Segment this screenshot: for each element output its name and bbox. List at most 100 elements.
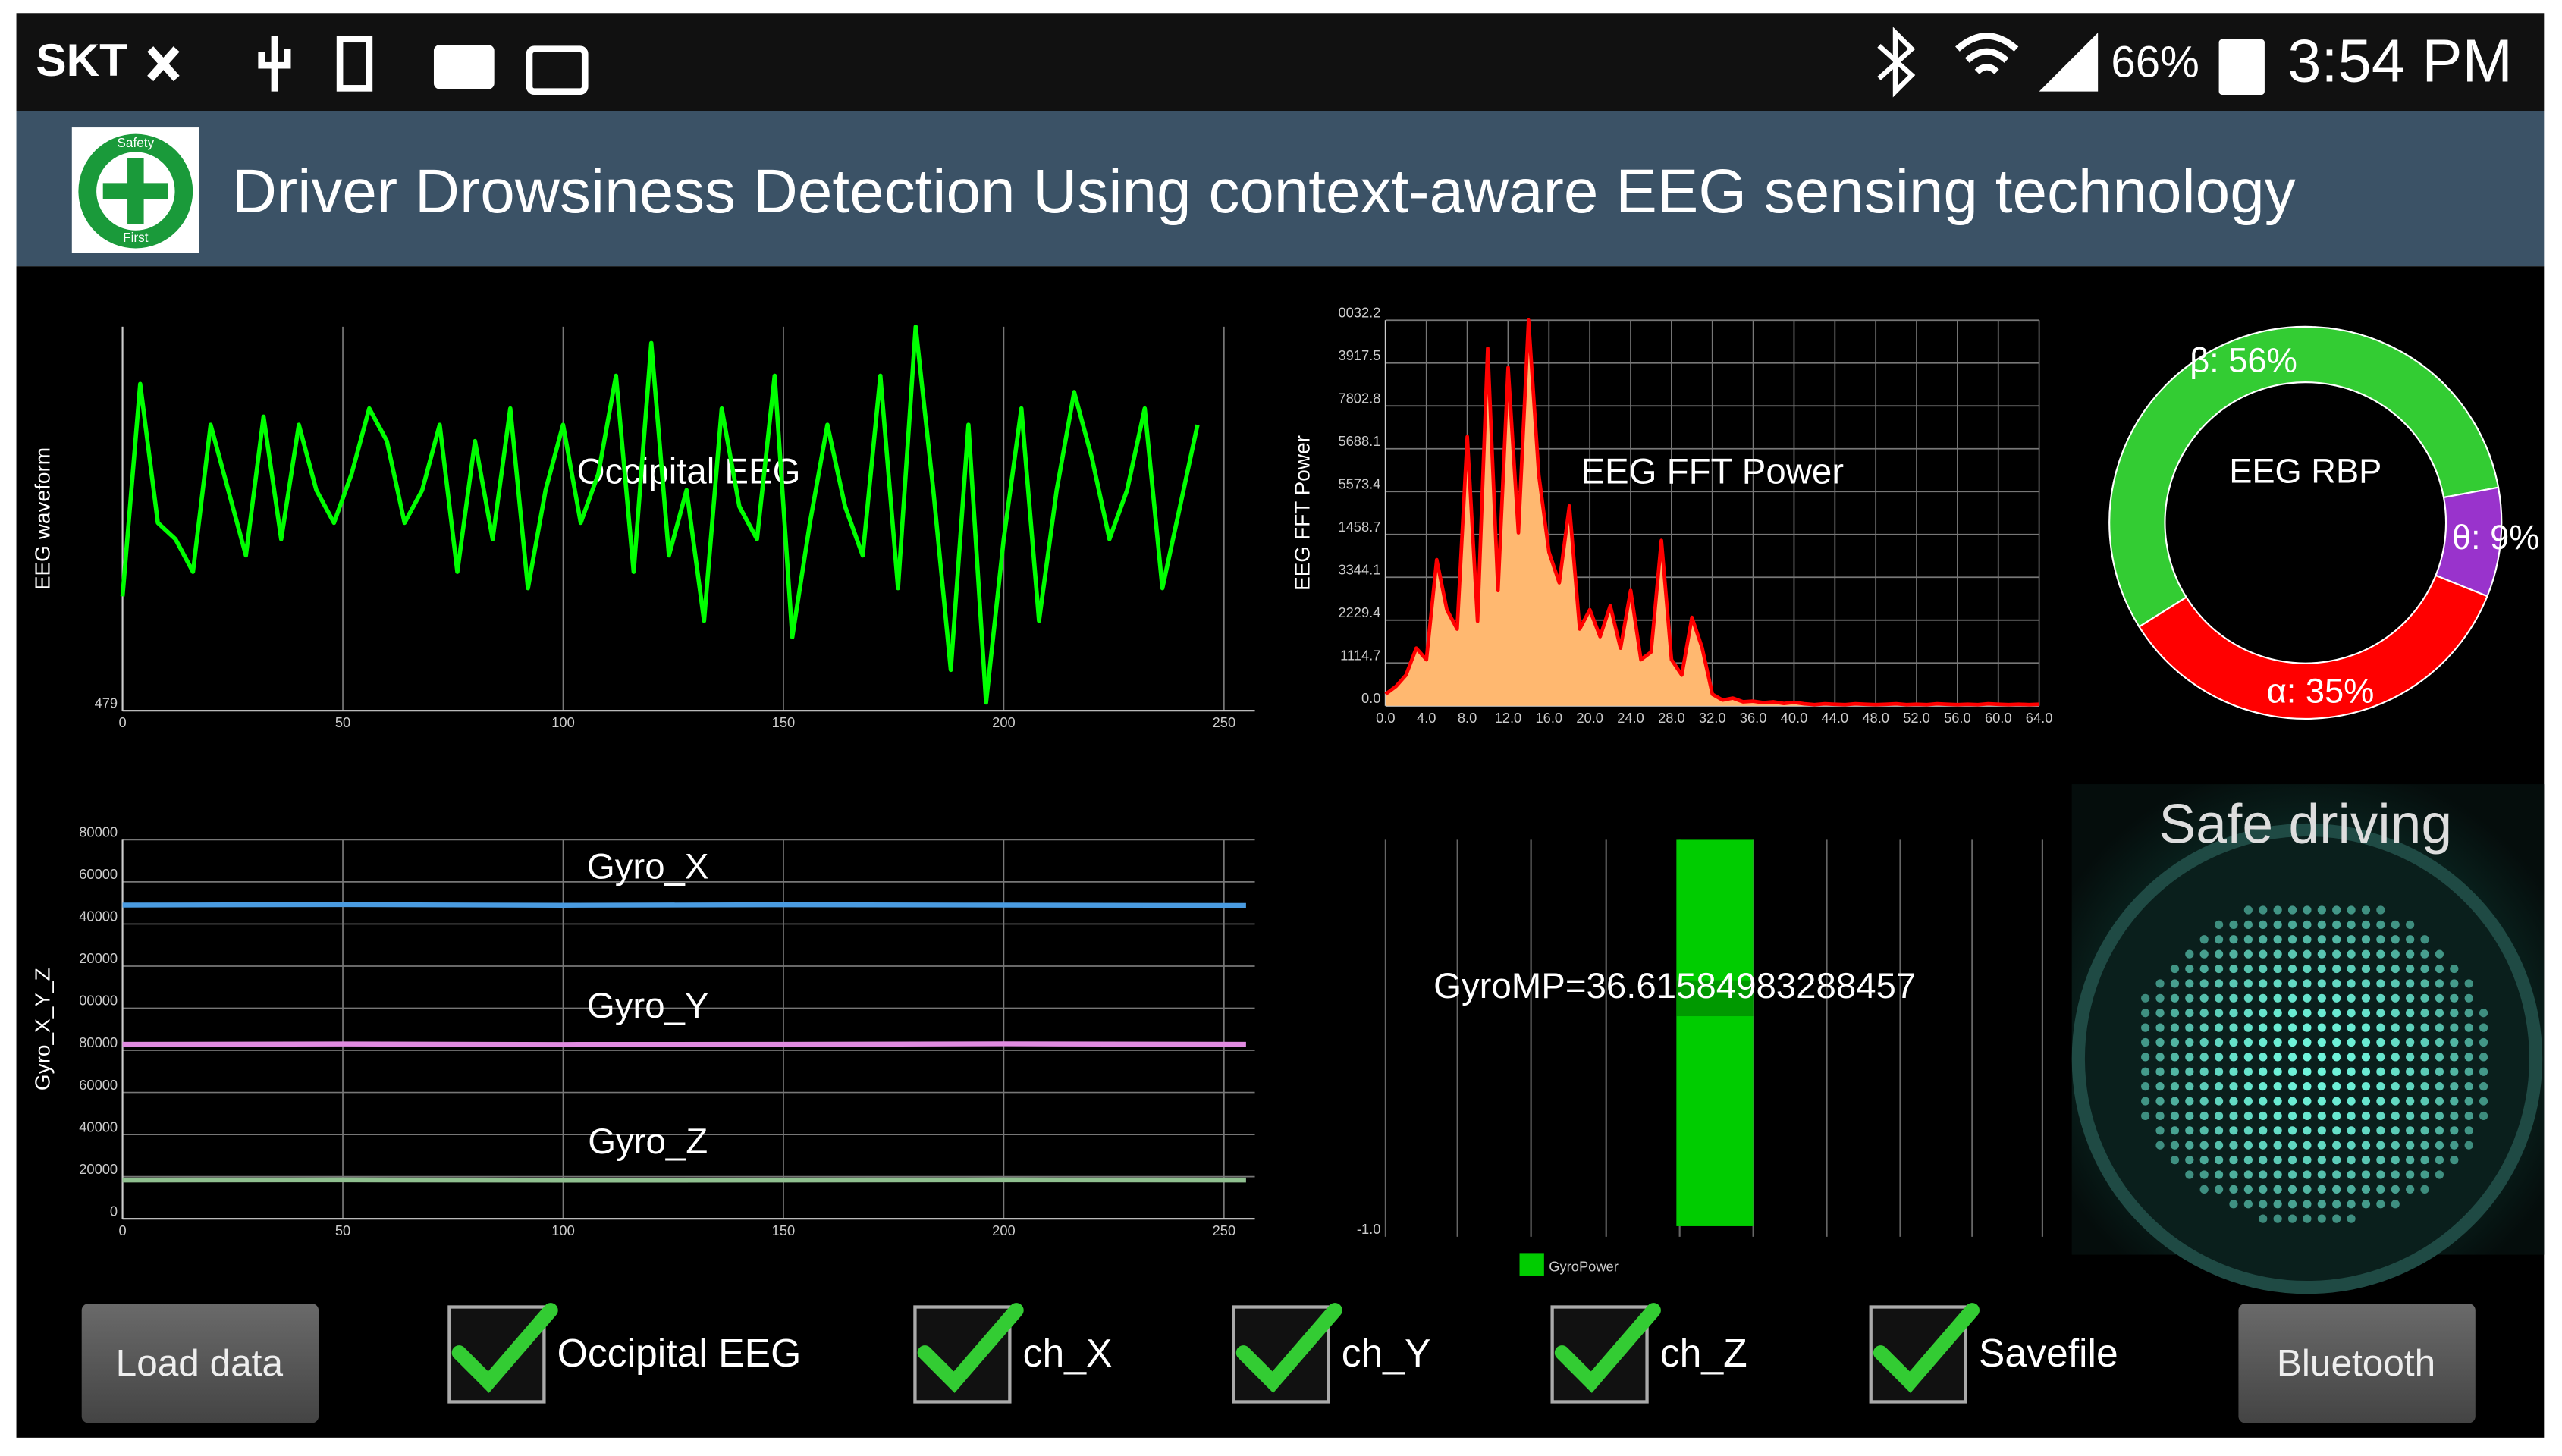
led xyxy=(2303,1126,2312,1135)
checkbox-label: ch_Y xyxy=(1342,1331,1431,1375)
x-tick-label: 20.0 xyxy=(1576,710,1603,726)
checkmark xyxy=(917,1303,1024,1393)
led xyxy=(2420,1009,2429,1018)
led xyxy=(2170,964,2180,974)
button-label: Bluetooth xyxy=(2277,1342,2435,1384)
data-line xyxy=(1384,318,2039,707)
led xyxy=(2361,920,2371,929)
led xyxy=(2214,1082,2224,1091)
y-axis-label: Gyro_X_Y_Z xyxy=(31,968,55,1090)
led xyxy=(2376,1126,2385,1135)
y-tick-label: 1114.7 xyxy=(1340,647,1380,663)
led xyxy=(2243,979,2253,988)
checkbox[interactable] xyxy=(913,1305,1012,1404)
led xyxy=(2259,935,2268,944)
x-tick-label: 0.0 xyxy=(1376,710,1395,726)
status-label: Safe driving xyxy=(2159,793,2452,855)
led xyxy=(2303,1009,2312,1018)
led xyxy=(2243,1097,2253,1106)
led xyxy=(2185,1009,2194,1018)
led xyxy=(2361,1082,2371,1091)
led xyxy=(2214,1037,2224,1047)
led xyxy=(2243,1200,2253,1209)
led xyxy=(2185,1111,2194,1121)
led xyxy=(2361,979,2371,988)
x-tick-label: 50 xyxy=(335,714,350,730)
led xyxy=(2259,1097,2268,1106)
led xyxy=(2420,993,2429,1003)
checkmark xyxy=(1554,1303,1661,1393)
led xyxy=(2214,1141,2224,1150)
led xyxy=(2229,949,2238,959)
led xyxy=(2347,935,2356,944)
led xyxy=(2141,1082,2150,1091)
led xyxy=(2170,1111,2180,1121)
led xyxy=(2229,1037,2238,1047)
led xyxy=(2406,1082,2415,1091)
led xyxy=(2361,1111,2371,1121)
led xyxy=(2391,1126,2400,1135)
led xyxy=(2361,1037,2371,1047)
led xyxy=(2287,1170,2297,1179)
led xyxy=(2420,935,2429,944)
led xyxy=(2141,1009,2150,1018)
led xyxy=(2347,1111,2356,1121)
led xyxy=(2317,949,2326,959)
led xyxy=(2317,905,2326,915)
led xyxy=(2287,1097,2297,1106)
led xyxy=(2273,1097,2282,1106)
led xyxy=(2243,1009,2253,1018)
led xyxy=(2435,1170,2444,1179)
led xyxy=(2214,1170,2224,1179)
led xyxy=(2347,964,2356,974)
title-bar xyxy=(16,111,2545,267)
led xyxy=(2243,935,2253,944)
x-tick-label: 52.0 xyxy=(1903,710,1930,726)
led xyxy=(2317,1053,2326,1062)
led xyxy=(2243,920,2253,929)
led xyxy=(2376,1141,2385,1150)
led xyxy=(2317,1200,2326,1209)
led xyxy=(2287,1067,2297,1076)
led xyxy=(2155,1037,2165,1047)
led xyxy=(2450,1111,2459,1121)
slice-label: α: 35% xyxy=(2267,672,2375,711)
led xyxy=(2406,1156,2415,1165)
led xyxy=(2347,993,2356,1003)
led xyxy=(2347,979,2356,988)
led xyxy=(2317,1156,2326,1165)
led xyxy=(2155,1126,2165,1135)
led xyxy=(2243,964,2253,974)
led xyxy=(2464,979,2473,988)
led xyxy=(2317,1141,2326,1150)
led xyxy=(2420,1067,2429,1076)
led xyxy=(2361,1170,2371,1179)
led xyxy=(2317,1170,2326,1179)
led xyxy=(2273,1037,2282,1047)
y-tick-label: 0032.2 xyxy=(1338,305,1380,321)
led xyxy=(2273,1009,2282,1018)
led xyxy=(2185,1023,2194,1032)
y-tick-label: 80000 xyxy=(79,1034,118,1050)
led xyxy=(2303,1185,2312,1194)
led xyxy=(2332,1214,2341,1223)
led xyxy=(2141,1023,2150,1032)
button[interactable] xyxy=(2238,1304,2476,1423)
led xyxy=(2303,1170,2312,1179)
led xyxy=(2347,1126,2356,1135)
led xyxy=(2332,1156,2341,1165)
button[interactable] xyxy=(81,1304,319,1423)
led xyxy=(2170,993,2180,1003)
area-fill xyxy=(1385,320,2039,706)
led xyxy=(2273,1214,2282,1223)
led xyxy=(2259,1214,2268,1223)
led xyxy=(2303,964,2312,974)
led xyxy=(2287,1156,2297,1165)
led xyxy=(2376,1097,2385,1106)
led xyxy=(2406,1067,2415,1076)
led xyxy=(2303,1156,2312,1165)
led xyxy=(2347,920,2356,929)
led xyxy=(2273,1126,2282,1135)
led xyxy=(2229,1170,2238,1179)
led xyxy=(2332,964,2341,974)
